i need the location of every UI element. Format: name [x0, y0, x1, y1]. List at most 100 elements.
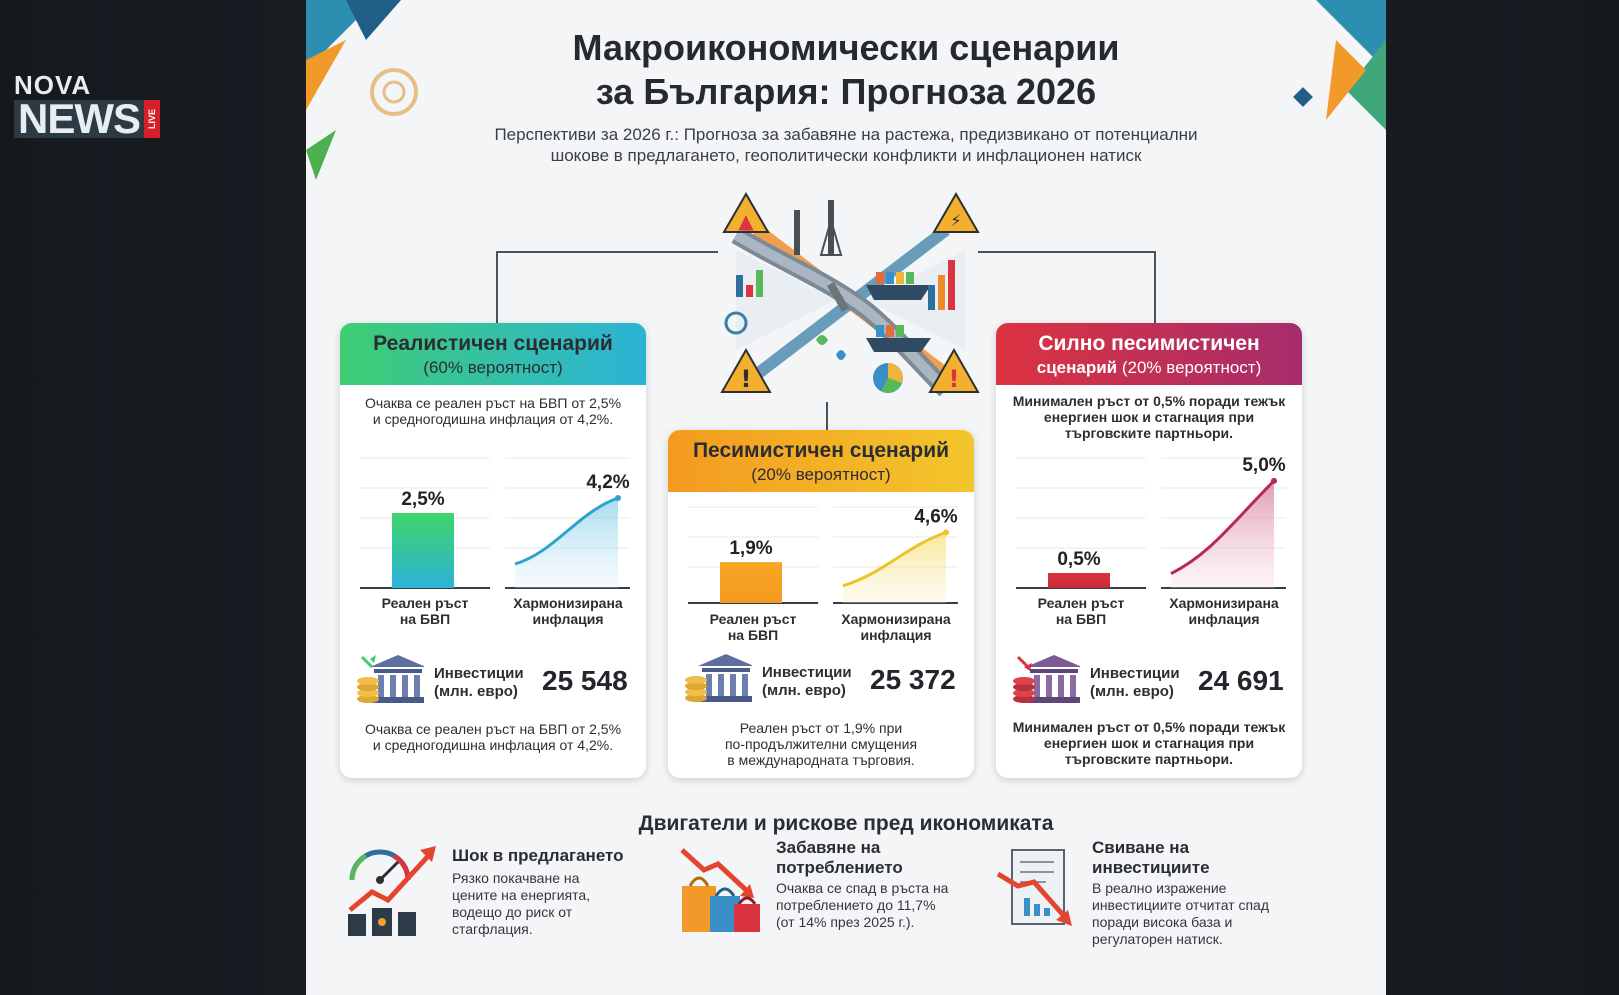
page-subtitle: Перспективи за 2026 г.: Прогноза за заба…: [406, 124, 1286, 166]
supply-chain-illustration: ▲ ⚡ ! !: [720, 192, 980, 397]
driver-consumption-title: Забавяне на потреблението: [776, 838, 903, 878]
realistic-inflation-line: [514, 496, 619, 566]
bank-coins-icon: [1013, 655, 1080, 703]
driver-supply-shock-desc-3: водещо до риск от: [452, 904, 573, 920]
driver-consumption-title-1: Забавяне на: [776, 838, 881, 857]
pessimistic-inflation-value-label: 4,6%: [914, 506, 957, 527]
pessimistic-inflation-category-1: Хармонизирана: [841, 611, 951, 627]
realistic-inflation-point: [615, 495, 621, 501]
severe-inflation-point: [1271, 477, 1277, 484]
severe-inflation-line: [1170, 479, 1276, 575]
pessimistic-chart: 1,9% 4,6% Реален ръст на БВП Хармонизира…: [688, 506, 958, 643]
severe-gdp-value-label: 0,5%: [1057, 549, 1100, 570]
severe-scenario-card: Силно песимистичен сценарий (20% вероятн…: [996, 323, 1302, 778]
realistic-inflation-category-1: Хармонизирана: [513, 595, 623, 611]
driver-consumption-description: Очаква се спад в ръста на потреблението …: [776, 880, 948, 931]
severe-title-line-2: сценарий (20% вероятност): [996, 357, 1302, 379]
driver-investment-title-2: инвестициите: [1092, 858, 1210, 877]
driver-consumption-desc-2: потреблението до 11,7%: [776, 897, 936, 913]
shopping-bags-falling-arrow-icon: [680, 848, 760, 932]
realistic-desc-bottom-line-1: Очаква се реален ръст на БВП от 2,5%: [364, 721, 622, 737]
realistic-inflation-area: [515, 498, 618, 588]
pessimistic-probability: (20% вероятност): [751, 465, 891, 484]
severe-desc-bottom-line-1: Минимален ръст от 0,5% поради тежък: [1012, 719, 1286, 735]
bank-coins-icon: [357, 655, 424, 703]
realistic-gdp-bar: [392, 513, 454, 588]
driver-investment-desc-3: поради висока база и: [1092, 914, 1233, 930]
page-title: Макроикономически сценарии за България: …: [306, 26, 1386, 114]
severe-desc-bottom-line-2: енергиен шок и стагнация при: [1043, 735, 1255, 751]
realistic-desc-top-line-2: и средногодишна инфлация от 4,2%.: [372, 411, 614, 427]
driver-consumption-slowdown: Забавяне на потреблението Очаква се спад…: [676, 838, 996, 990]
severe-description-top: Минимален ръст от 0,5% поради тежък енер…: [996, 393, 1302, 441]
pessimistic-investments-label: Инвестиции (млн. евро): [762, 664, 852, 700]
driver-investment-contraction: Свиване на инвестициите В реално изражен…: [994, 838, 1314, 990]
document-falling-chart-icon: [996, 849, 1072, 926]
severe-inflation-category-2: инфлация: [1188, 611, 1259, 627]
driver-investment-title: Свиване на инвестициите: [1092, 838, 1210, 878]
logo-nova-text: NOVA: [14, 70, 92, 100]
title-line-1: Макроикономически сценарии: [572, 27, 1120, 68]
severe-investments-row: Инвестиции (млн. евро) 24 691: [996, 651, 1302, 711]
severe-inflation-area: [1171, 480, 1274, 588]
realistic-description-bottom: Очаква се реален ръст на БВП от 2,5% и с…: [340, 721, 646, 753]
connector-right-horizontal: [978, 251, 1156, 253]
pessimistic-card-header: Песимистичен сценарий (20% вероятност): [668, 430, 974, 492]
logo-live-badge: LIVE: [144, 100, 160, 138]
decoration-top-right: [1293, 0, 1386, 130]
severe-investments-label: Инвестиции (млн. евро): [1090, 665, 1180, 701]
severe-title-line-1: Силно песимистичен: [1038, 332, 1260, 355]
pessimistic-inflation-point: [943, 529, 949, 536]
pessimistic-gdp-category-1: Реален ръст: [710, 611, 797, 627]
infographic-panel: Макроикономически сценарии за България: …: [306, 0, 1386, 995]
driver-investment-desc-1: В реално изражение: [1092, 880, 1227, 896]
realistic-inflation-category-2: инфлация: [532, 611, 603, 627]
realistic-title: Реалистичен сценарий: [373, 332, 613, 355]
realistic-desc-top-line-1: Очаква се реален ръст на БВП от 2,5%: [364, 395, 622, 411]
severe-desc-bottom-line-3: търговските партньори.: [1064, 751, 1234, 767]
subtitle-line-1: Перспективи за 2026 г.: Прогноза за заба…: [494, 125, 1198, 144]
severe-inflation-value-label: 5,0%: [1242, 455, 1285, 476]
severe-gdp-bar: [1048, 573, 1110, 588]
driver-consumption-desc-3: (от 14% през 2025 г.).: [776, 914, 915, 930]
driver-investment-desc-2: инвестициите отчитат спад: [1092, 897, 1270, 913]
logo-news-text: NEWS: [14, 98, 144, 140]
realistic-gdp-value-label: 2,5%: [401, 489, 444, 510]
channel-logo: NOVA NEWS LIVE: [14, 70, 194, 140]
pessimistic-desc-bottom-line-2: по-продължителни смущения: [724, 736, 918, 752]
driver-investment-description: В реално изражение инвестициите отчитат …: [1092, 880, 1269, 948]
bank-coins-icon: [685, 654, 752, 702]
driver-consumption-title-2: потреблението: [776, 858, 903, 877]
driver-supply-shock-desc-1: Рязко покачване на: [452, 870, 580, 886]
realistic-probability: (60% вероятност): [423, 358, 563, 377]
pessimistic-investments-row: Инвестиции (млн. евро) 25 372: [668, 650, 974, 710]
driver-supply-shock-desc-2: цените на енергията,: [452, 887, 591, 903]
severe-gdp-category-1: Реален ръст: [1038, 595, 1125, 611]
pessimistic-desc-bottom-line-3: в международната търговия.: [727, 752, 915, 768]
pessimistic-description-bottom: Реален ръст от 1,9% при по-продължителни…: [668, 720, 974, 768]
driver-supply-shock-desc-4: стагфлация.: [452, 921, 533, 937]
severe-desc-top-line-1: Минимален ръст от 0,5% поради тежък: [1012, 393, 1286, 409]
realistic-desc-bottom-line-2: и средногодишна инфлация от 4,2%.: [372, 737, 614, 753]
severe-investments-label-1: Инвестиции: [1090, 665, 1180, 682]
pessimistic-investments-value: 25 372: [870, 664, 956, 695]
subtitle-line-2: шокове в предлагането, геополитически ко…: [550, 146, 1142, 165]
severe-investments-label-2: (млн. евро): [1090, 683, 1174, 700]
pessimistic-investments-label-2: (млн. евро): [762, 682, 846, 699]
svg-text:!: !: [741, 365, 752, 393]
pessimistic-gdp-category-2: на БВП: [728, 627, 778, 643]
pessimistic-inflation-line: [842, 530, 947, 588]
realistic-investments-label-1: Инвестиции: [434, 665, 524, 682]
realistic-card-header: Реалистичен сценарий (60% вероятност): [340, 323, 646, 385]
driver-investment-desc-4: регулаторен натиск.: [1092, 931, 1223, 947]
pessimistic-title: Песимистичен сценарий: [692, 439, 950, 462]
realistic-description-top: Очаква се реален ръст на БВП от 2,5% и с…: [340, 395, 646, 427]
driver-investment-title-1: Свиване на: [1092, 838, 1190, 857]
pessimistic-gdp-bar: [720, 562, 782, 603]
driver-consumption-desc-1: Очаква се спад в ръста на: [776, 880, 949, 896]
svg-text:⚡: ⚡: [950, 211, 961, 230]
driver-supply-shock-title: Шок в предлагането: [452, 846, 624, 865]
svg-text:!: !: [949, 365, 960, 393]
realistic-scenario-card: Реалистичен сценарий (60% вероятност) Оч…: [340, 323, 646, 778]
driver-supply-shock-description: Рязко покачване на цените на енергията, …: [452, 870, 590, 938]
